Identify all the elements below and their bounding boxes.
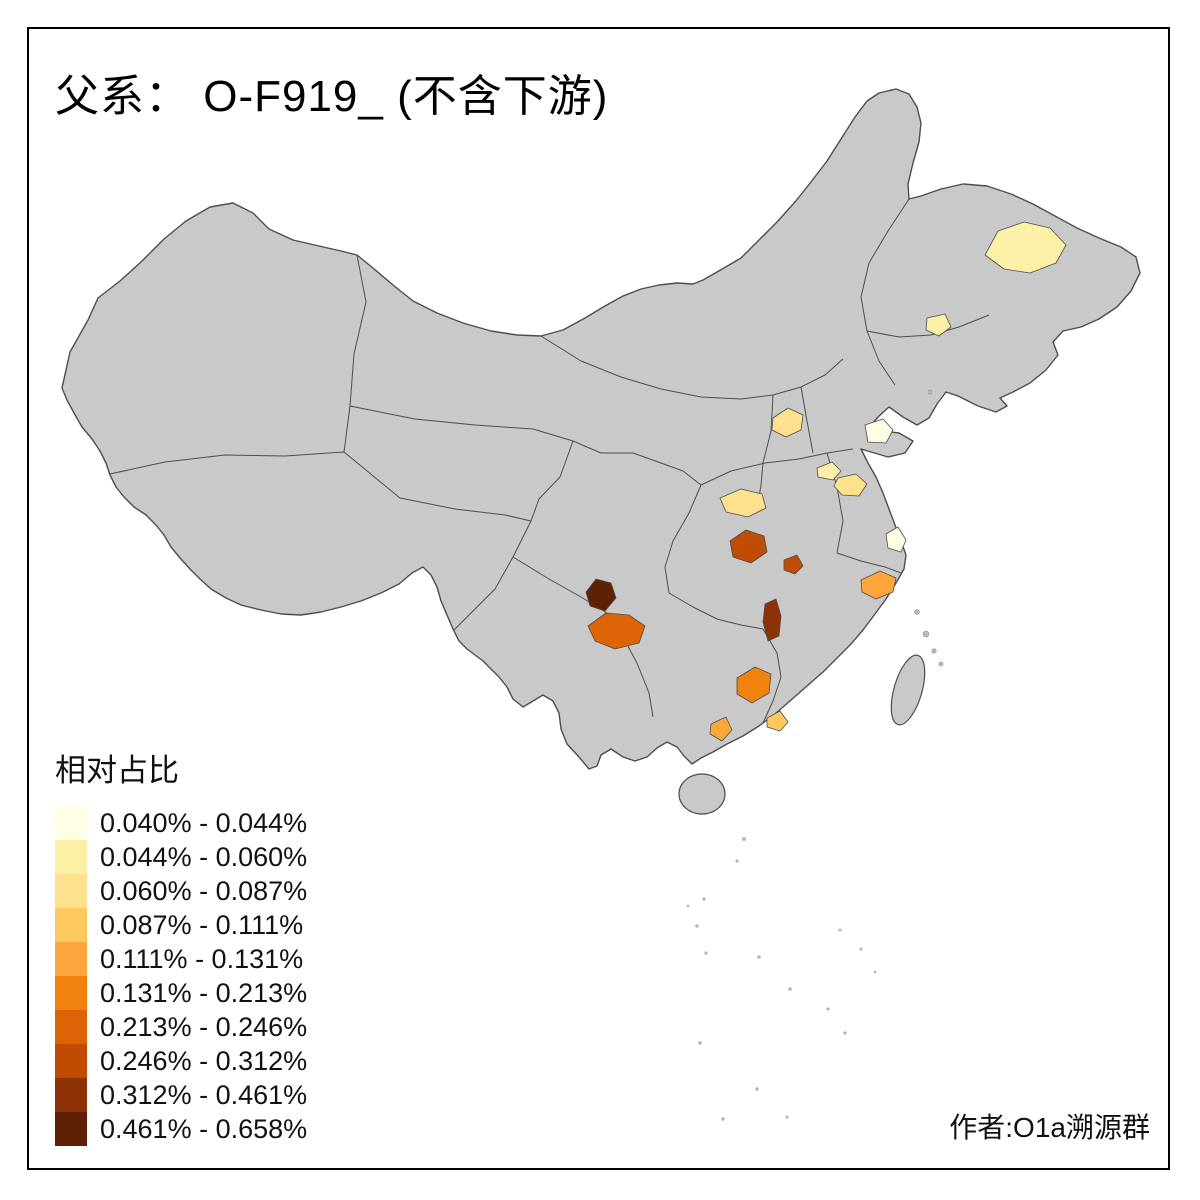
highlighted-region [729, 529, 768, 564]
figure-title: 父系： O-F919_ (不含下游) [55, 72, 609, 121]
legend-swatch [55, 1112, 87, 1146]
legend-bin-label: 0.040% - 0.044% [100, 807, 308, 838]
highlighted-region [736, 666, 772, 704]
legend-bin-label: 0.060% - 0.087% [100, 875, 308, 906]
legend-bin: 0.111% - 0.131% [55, 942, 307, 976]
highlighted-region [771, 407, 804, 438]
highlighted-region [585, 578, 617, 612]
legend-bin-label: 0.246% - 0.312% [100, 1045, 308, 1076]
legend-bin: 0.213% - 0.246% [55, 1010, 307, 1044]
highlighted-region [925, 313, 952, 337]
coastal-islets [914, 389, 944, 667]
legend-rows: 0.040% - 0.044% 0.044% - 0.060% 0.060% - 0… [55, 806, 307, 1146]
legend-swatch [55, 942, 87, 976]
legend-bin-label: 0.111% - 0.131% [100, 943, 304, 974]
legend-bin: 0.312% - 0.461% [55, 1078, 307, 1112]
legend-bin-label: 0.044% - 0.060% [100, 841, 308, 872]
legend-swatch [55, 840, 87, 874]
legend-swatch [55, 806, 87, 840]
legend-bin-label: 0.312% - 0.461% [100, 1079, 308, 1110]
legend-bin: 0.044% - 0.060% [55, 840, 307, 874]
highlighted-regions-layer [585, 221, 1067, 742]
legend-swatch [55, 976, 87, 1010]
highlighted-region [864, 418, 894, 444]
legend-bin-label: 0.131% - 0.213% [100, 977, 308, 1008]
highlighted-region [984, 221, 1067, 274]
legend-bin-label: 0.087% - 0.111% [100, 909, 304, 940]
legend-swatch [55, 1010, 87, 1044]
legend-swatch [55, 1044, 87, 1078]
highlighted-region [885, 526, 907, 553]
highlighted-region [860, 570, 897, 600]
legend-bin: 0.040% - 0.044% [55, 806, 307, 840]
author-credit: 作者:O1a溯源群 [949, 1112, 1150, 1143]
highlighted-region [783, 554, 804, 575]
legend-swatch [55, 908, 87, 942]
legend-title: 相对占比 [55, 753, 179, 788]
legend-bin: 0.461% - 0.658% [55, 1112, 307, 1146]
legend-bin: 0.087% - 0.111% [55, 908, 307, 942]
highlighted-region [719, 488, 767, 518]
mainland-landmass [61, 88, 1141, 770]
taiwan-island [890, 654, 926, 726]
highlighted-region [762, 598, 782, 642]
highlighted-region [709, 716, 733, 742]
legend-bin: 0.060% - 0.087% [55, 874, 307, 908]
legend-bin: 0.131% - 0.213% [55, 976, 307, 1010]
legend: 相对占比 0.040% - 0.044% 0.044% - 0.060% 0.060… [55, 745, 307, 1146]
south-china-sea-islands [686, 837, 877, 1121]
legend-swatch [55, 1078, 87, 1112]
legend-bin-label: 0.213% - 0.246% [100, 1011, 308, 1042]
province-borders [109, 198, 990, 724]
highlighted-region [816, 461, 842, 481]
hainan-island [678, 773, 726, 815]
highlighted-region [587, 612, 646, 650]
legend-bin: 0.246% - 0.312% [55, 1044, 307, 1078]
legend-bin-label: 0.461% - 0.658% [100, 1113, 308, 1144]
legend-swatch [55, 874, 87, 908]
highlighted-region [833, 473, 868, 497]
highlighted-region [766, 710, 789, 732]
